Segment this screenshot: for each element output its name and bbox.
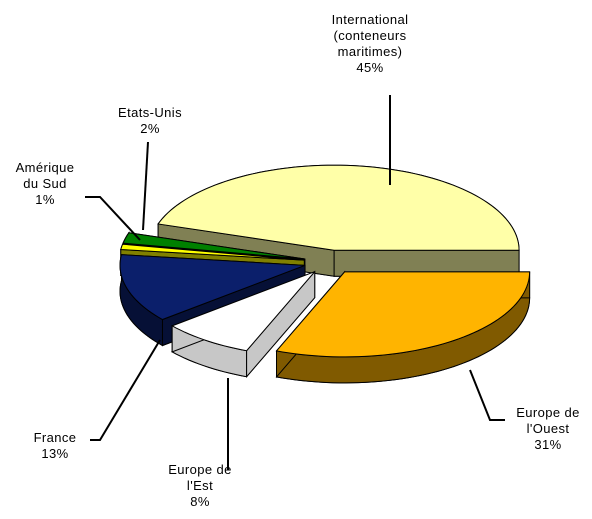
category-name: Europe de l'Est (168, 462, 232, 493)
leader-line (469, 369, 505, 421)
slice-label: Europe de l'Est 8% (168, 462, 232, 510)
value-label: 1% (35, 192, 55, 207)
leader-line (85, 196, 141, 241)
slices (119, 164, 531, 384)
category-name: Europe de l'Ouest (516, 405, 580, 436)
slice-top (119, 254, 306, 321)
slice-top (157, 164, 520, 251)
value-label: 13% (41, 446, 69, 461)
value-label: 31% (534, 437, 562, 452)
slice (170, 270, 316, 379)
slice-label: Amérique du Sud 1% (16, 160, 75, 208)
slice-top (122, 232, 305, 260)
slice-top (170, 271, 316, 352)
slice-top (120, 243, 305, 261)
category-name: International (conteneurs maritimes) (331, 12, 409, 59)
slice-label: International (conteneurs maritimes) 45% (332, 12, 409, 76)
slice-top (275, 271, 531, 358)
value-label: 45% (356, 60, 384, 75)
slice-label: Europe de l'Ouest 31% (516, 405, 580, 453)
slice-label: France 13% (34, 430, 77, 462)
slice (275, 270, 531, 384)
category-name: Amérique du Sud (15, 160, 75, 191)
value-label: 8% (190, 494, 210, 509)
leader-line (90, 339, 161, 441)
value-label: 2% (140, 121, 160, 136)
leader-line (142, 141, 149, 231)
category-name: France (33, 430, 77, 445)
slice-label: Etats-Unis 2% (118, 105, 182, 137)
category-name: Etats-Unis (118, 105, 182, 120)
